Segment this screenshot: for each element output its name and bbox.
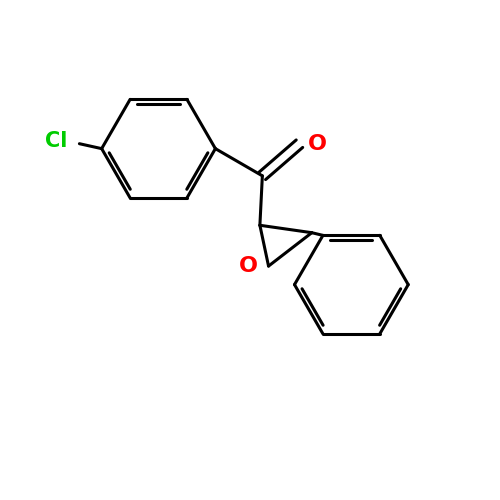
- Text: O: O: [308, 134, 328, 154]
- Text: Cl: Cl: [44, 131, 67, 151]
- Text: O: O: [238, 256, 258, 276]
